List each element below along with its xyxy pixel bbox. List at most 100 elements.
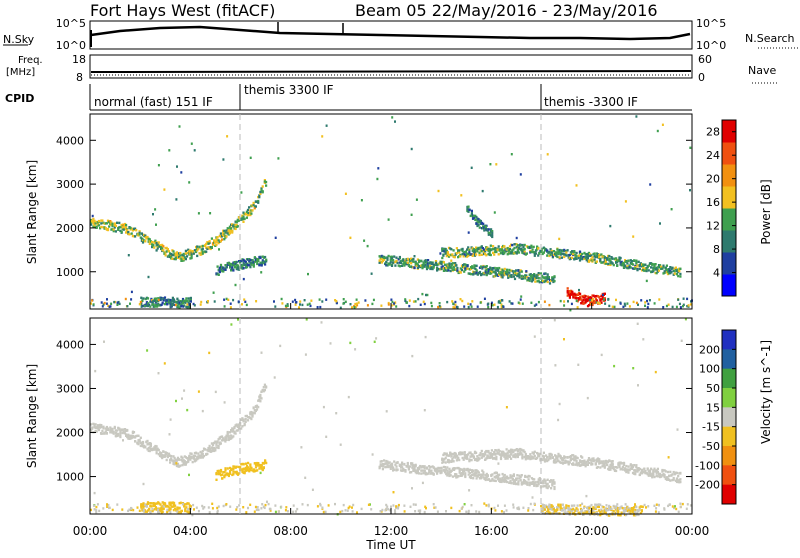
scatter-cell (260, 390, 263, 393)
scatter-cell (319, 502, 322, 506)
scatter-cell (310, 299, 313, 302)
scatter-cell (601, 297, 604, 300)
scatter-cell (160, 298, 163, 301)
scatter-cell (387, 301, 390, 305)
scatter-cell (353, 306, 356, 309)
scatter-cell (468, 489, 471, 492)
scatter-cell (185, 461, 189, 464)
scatter-cell (218, 441, 221, 444)
scatter-cell (379, 256, 382, 259)
scatter-cell (274, 504, 277, 507)
scatter-cell (533, 482, 536, 485)
scatter-cell (155, 242, 158, 245)
scatter-cell (250, 411, 253, 414)
scatter-cell (564, 461, 567, 464)
scatter-cell (547, 458, 550, 462)
scatter-cell (155, 223, 157, 226)
scatter-cell (638, 508, 641, 511)
scatter-cell (627, 259, 630, 262)
scatter-cell (198, 245, 201, 249)
scatter-cell (462, 255, 465, 258)
scatter-cell (173, 257, 176, 261)
colorbar-swatch (722, 426, 736, 447)
scatter-cell (561, 249, 565, 252)
scatter-cell (197, 509, 200, 513)
scatter-cell (157, 448, 160, 452)
scatter-cell (448, 262, 451, 265)
scatter-cell (528, 481, 531, 484)
scatter-cell (134, 235, 137, 238)
scatter-cell (126, 305, 129, 308)
scatter-cell (450, 259, 453, 262)
scatter-cell (451, 453, 454, 456)
scatter-cell (447, 269, 450, 272)
scatter-cell (530, 275, 533, 278)
scatter-cell (530, 250, 533, 254)
scatter-cell (190, 256, 193, 260)
scatter-cell (149, 504, 152, 508)
scatter-cell (679, 502, 682, 505)
scatter-cell (644, 263, 647, 266)
scatter-cell (597, 503, 600, 506)
scatter-cell (557, 251, 560, 254)
scatter-cell (483, 297, 486, 300)
scatter-cell (555, 251, 558, 254)
scatter-cell (663, 270, 666, 273)
scatter-cell (157, 510, 159, 514)
scatter-cell (263, 181, 266, 184)
scatter-cell (516, 244, 519, 247)
scatter-cell (158, 509, 161, 512)
colorbar-tick-label: -200 (695, 479, 720, 492)
scatter-cell (263, 180, 266, 183)
scatter-cell (528, 273, 531, 276)
scatter-cell (265, 184, 268, 187)
scatter-cell (593, 511, 596, 514)
scatter-cell (127, 254, 130, 257)
scatter-cell (405, 465, 408, 468)
scatter-cell (470, 253, 473, 256)
scatter-cell (662, 264, 665, 267)
scatter-cell (165, 299, 168, 302)
scatter-cell (344, 192, 347, 195)
scatter-cell (371, 453, 374, 456)
scatter-cell (655, 474, 658, 478)
scatter-cell (568, 294, 571, 297)
scatter-cell (256, 469, 259, 472)
scatter-cell (604, 258, 607, 262)
scatter-cell (442, 459, 445, 462)
scatter-cell (197, 212, 200, 215)
scatter-cell (404, 298, 407, 301)
scatter-cell (550, 249, 553, 253)
scatter-cell (591, 256, 594, 259)
scatter-cell (186, 408, 189, 412)
scatter-cell (589, 259, 592, 262)
scatter-cell (163, 503, 167, 506)
scatter-cell (650, 266, 653, 269)
scatter-cell (658, 298, 661, 301)
scatter-cell (418, 467, 421, 471)
scatter-cell (649, 183, 652, 186)
scatter-cell (651, 263, 654, 266)
scatter-cell (181, 299, 185, 302)
scatter-cell (232, 435, 235, 438)
scatter-cell (183, 463, 186, 466)
scatter-cell (522, 506, 525, 509)
scatter-cell (134, 436, 137, 439)
scatter-cell (555, 510, 558, 513)
scatter-cell (541, 274, 544, 278)
scatter-cell (240, 217, 243, 220)
scatter-cell (225, 503, 228, 506)
scatter-cell (148, 242, 151, 245)
scatter-cell (404, 299, 407, 302)
scatter-cell (568, 461, 571, 464)
scatter-cell (593, 255, 596, 258)
scatter-cell (648, 471, 652, 474)
scatter-cell (616, 509, 619, 512)
scatter-cell (208, 444, 211, 448)
scatter-cell (463, 456, 466, 459)
scatter-cell (260, 188, 263, 191)
scatter-cell (518, 271, 521, 274)
scatter-cell (264, 459, 267, 463)
scatter-cell (189, 250, 192, 254)
scatter-cell (517, 251, 521, 254)
